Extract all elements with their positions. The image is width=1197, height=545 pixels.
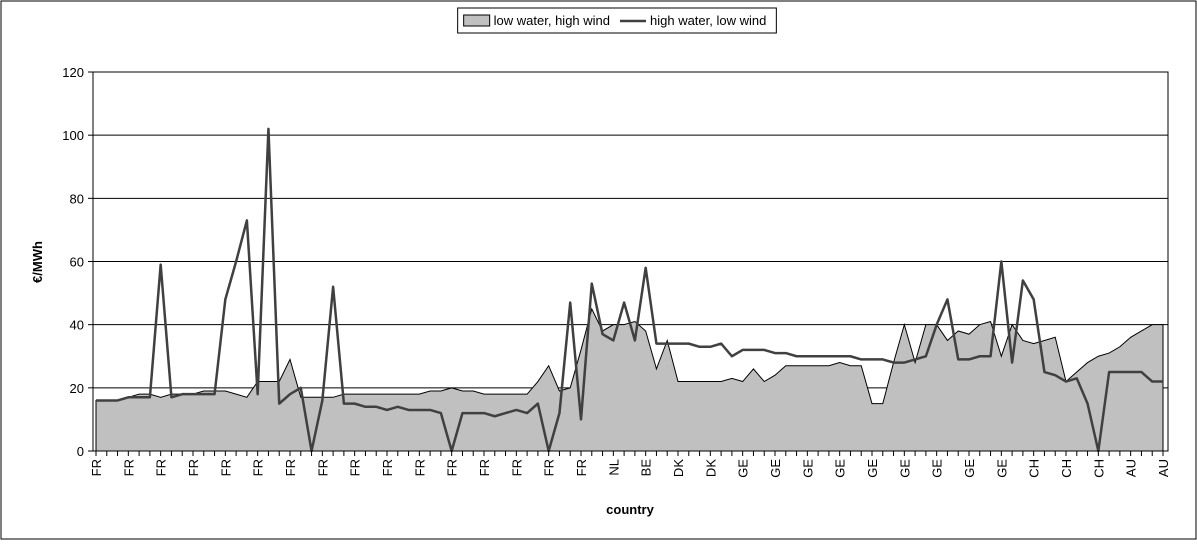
plot-frame: [92, 71, 1169, 452]
y-tick-label: 80: [70, 191, 84, 206]
x-tick-label: FR: [251, 459, 266, 476]
x-tick-label: NL: [606, 459, 621, 476]
x-tick-label: FR: [218, 459, 233, 476]
x-tick-label: GE: [800, 459, 815, 478]
y-tick-label: 100: [62, 128, 84, 143]
legend-label: low water, high wind: [494, 13, 610, 28]
y-tick-label: 120: [62, 65, 84, 80]
x-tick-label: DK: [703, 459, 718, 477]
y-tick-label: 40: [70, 318, 84, 333]
x-tick-label: FR: [509, 459, 524, 476]
x-tick-label: FR: [477, 459, 492, 476]
x-tick-label: GE: [865, 459, 880, 478]
y-axis-label: €/MWh: [30, 241, 45, 283]
x-tick-label: BE: [639, 459, 654, 477]
x-tick-label: FR: [380, 459, 395, 476]
y-tick-label: 60: [70, 255, 84, 270]
y-tick-label: 0: [77, 444, 84, 459]
x-tick-label: CH: [1091, 459, 1106, 478]
x-tick-label: FR: [542, 459, 557, 476]
x-tick-label: FR: [412, 459, 427, 476]
x-tick-label: FR: [154, 459, 169, 476]
x-tick-label: FR: [445, 459, 460, 476]
x-tick-label: CH: [1059, 459, 1074, 478]
x-tick-label: GE: [833, 459, 848, 478]
x-tick-label: FR: [315, 459, 330, 476]
x-tick-label: FR: [89, 459, 104, 476]
legend-swatch: [463, 14, 491, 27]
x-axis-label: country: [606, 502, 654, 517]
y-tick-label: 20: [70, 381, 84, 396]
x-tick-label: FR: [186, 459, 201, 476]
legend-label: high water, low wind: [650, 13, 766, 28]
x-tick-label: GE: [962, 459, 977, 478]
x-tick-label: FR: [348, 459, 363, 476]
x-tick-label: GE: [768, 459, 783, 478]
line: [96, 127, 1163, 453]
x-tick-label: GE: [736, 459, 751, 478]
x-tick-label: CH: [1027, 459, 1042, 478]
x-tick-label: DK: [671, 459, 686, 477]
legend-box: [457, 7, 777, 34]
x-tick-label: AU: [1156, 459, 1171, 477]
x-tick-label: FR: [574, 459, 589, 476]
x-tick-label: FR: [283, 459, 298, 476]
x-tick-label: GE: [930, 459, 945, 478]
x-tick-label: AU: [1124, 459, 1139, 477]
x-tick-label: FR: [121, 459, 136, 476]
x-tick-label: GE: [994, 459, 1009, 478]
x-tick-label: GE: [897, 459, 912, 478]
legend: low water, high wind high water, low wind: [457, 7, 777, 34]
